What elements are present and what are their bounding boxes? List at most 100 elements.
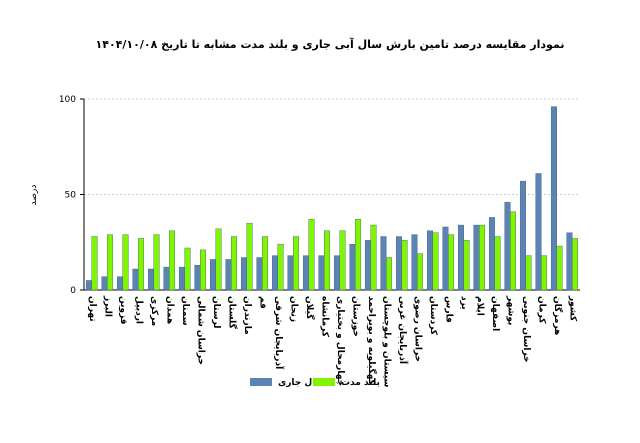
x-tick-label: کرمان [536,296,546,324]
x-tick-label: اردبیل [133,296,143,324]
bar [457,224,464,291]
bar [184,247,191,291]
bar [535,173,542,291]
bar [231,236,238,291]
x-tick-label: چهارمحال و بختیاری [335,296,345,386]
x-tick-label: البرز [102,295,112,317]
bar [153,234,160,291]
bar [525,255,532,291]
y-tick-label: 100 [59,95,76,105]
bar [318,255,325,291]
x-tick-label: بوشهر [505,295,515,325]
bar [215,228,222,291]
x-tick-label: ایلام [474,296,484,316]
x-tick-label: گلستان [226,296,238,330]
y-tick-label: 50 [65,191,77,201]
bar [519,180,526,291]
bar [293,236,300,291]
legend-label: سال جاری [278,378,325,388]
x-tick-label: تهران [87,296,97,322]
bar [572,238,579,291]
bar [209,259,216,291]
x-tick-label: خوزستان [350,296,360,337]
x-tick-label: کردستان [428,296,438,336]
x-tick-label: خراسان رضوی [412,296,422,362]
x-tick-label: مرکزی [149,296,159,326]
legend-label: بلند مدت [341,378,380,388]
x-tick-label: سمنان [180,296,190,326]
x-tick-label: یزد [459,296,469,310]
bar [510,211,517,291]
bar [380,236,387,291]
bar [432,232,439,291]
bar [370,224,377,291]
bar [169,230,176,291]
bar [256,257,263,291]
x-tick-label: کهگیلویه و بویراحمد [366,296,378,386]
bar [426,230,433,291]
chart-title: نمودار مقایسه درصد تامین بارش سال آبی جا… [96,37,565,51]
bar [308,219,315,291]
bar [473,224,480,291]
bar [395,236,402,291]
bar [85,280,92,291]
x-tick-label: هرمزگان [552,296,564,335]
x-tick-label: سیستان و بلوچستان [381,296,391,388]
bar [494,236,501,291]
bar [463,240,470,291]
x-tick-label: آذربایجان غربی [397,296,409,365]
bar [355,219,362,291]
bar [246,222,253,291]
bar [324,230,331,291]
bar [262,236,269,291]
bar [411,234,418,291]
y-axis-label: درصد [29,185,39,206]
bar [101,276,108,291]
bar [556,245,563,291]
bar [364,240,371,291]
bar [417,253,424,291]
bar [132,268,139,291]
bar [566,232,573,291]
bar [178,266,185,291]
bar [339,230,346,291]
bar [550,106,557,291]
x-tick-label: گیلان [304,296,316,320]
x-tick-label: فارس [443,296,453,323]
bar [479,224,486,291]
x-tick-label: اصفهان [490,296,500,331]
bar [116,276,123,291]
bar [194,264,201,291]
bar [240,257,247,291]
x-tick-label: کشور [567,295,577,322]
bar [386,257,393,291]
bar [163,266,170,291]
x-tick-label: خراسان جنوبی [521,296,531,363]
bar [448,234,455,291]
x-tick-label: آذربایجان شرقی [273,296,285,370]
x-tick-label: قزوین [118,296,128,325]
bar [91,236,98,291]
bar [138,238,145,291]
bar [541,255,548,291]
bar [401,240,408,291]
bar [488,217,495,291]
x-tick-label: لرستان [211,296,221,329]
x-tick-label: مازندران [242,296,252,335]
x-tick-label: کرمانشاه [319,296,329,338]
bar [287,255,294,291]
bar [225,259,232,291]
bar [122,234,129,291]
bar [333,255,340,291]
bar [277,243,284,291]
bar [349,243,356,291]
bar [147,268,154,291]
legend-swatch [250,378,272,386]
bar [271,255,278,291]
bar [442,226,449,291]
x-tick-label: همدان [164,296,174,324]
x-tick-label: قم [257,296,267,309]
legend-swatch [313,378,335,386]
y-tick-label: 0 [70,286,76,296]
